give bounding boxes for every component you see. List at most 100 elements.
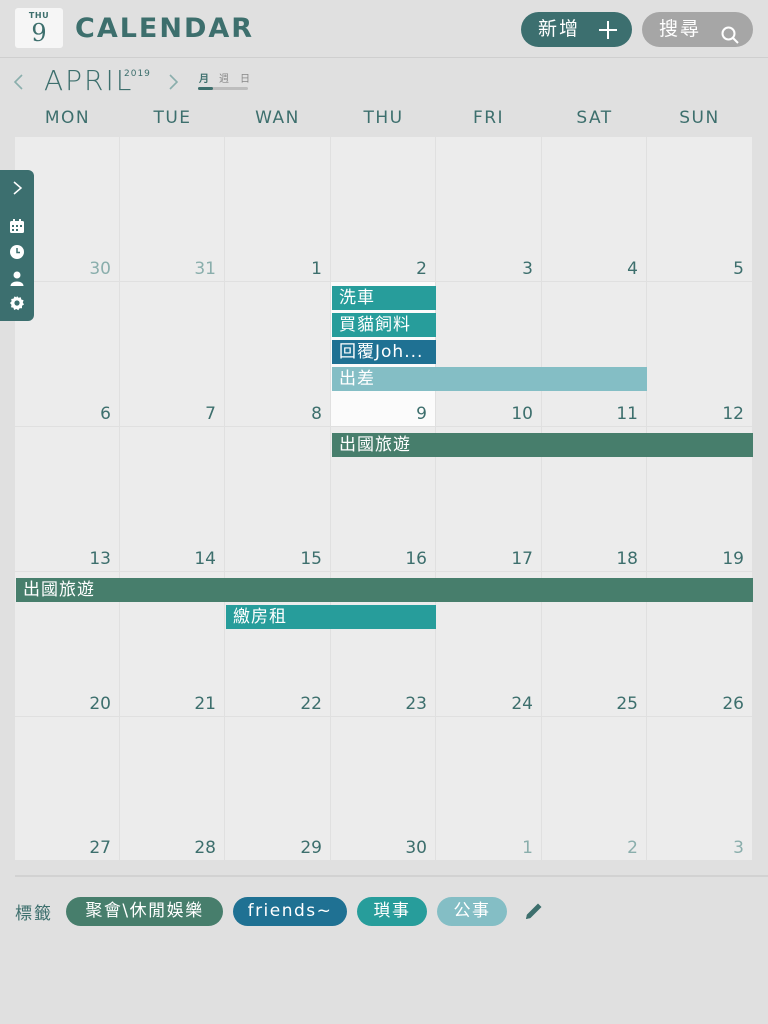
view-slider-thumb (198, 87, 213, 90)
tab-week[interactable]: 週 (219, 74, 229, 85)
edit-icon[interactable] (522, 899, 546, 923)
today-badge-day: 9 (31, 19, 47, 47)
day-cell[interactable]: 12 (647, 282, 753, 427)
day-number: 3 (733, 838, 744, 858)
day-number: 8 (311, 404, 322, 424)
day-cell[interactable]: 7 (120, 282, 225, 427)
add-button-label: 新增 (538, 18, 581, 40)
day-number: 28 (194, 838, 216, 858)
settings-icon[interactable] (9, 295, 25, 311)
day-number: 14 (194, 549, 216, 569)
prev-month-button[interactable] (12, 70, 26, 94)
day-number: 16 (405, 549, 427, 569)
day-number: 1 (522, 838, 533, 858)
day-cell[interactable]: 1 (436, 717, 542, 861)
day-cell[interactable]: 14 (120, 427, 225, 572)
event-bar[interactable]: 回覆Joh... (332, 340, 436, 364)
event-bar[interactable]: 買貓飼料 (332, 313, 436, 337)
event-bar[interactable]: 洗車 (332, 286, 436, 310)
day-cell[interactable]: 3 (436, 137, 542, 282)
day-number: 2 (416, 259, 427, 279)
plus-icon (598, 12, 618, 57)
day-number: 26 (722, 694, 744, 714)
day-cell[interactable]: 13 (15, 427, 120, 572)
weekday-label: SAT (576, 108, 613, 128)
day-number: 22 (300, 694, 322, 714)
event-bar[interactable]: 繳房租 (226, 605, 436, 629)
day-cell[interactable]: 28 (120, 717, 225, 861)
person-icon[interactable] (9, 270, 25, 286)
day-number: 2 (627, 838, 638, 858)
day-number: 5 (733, 259, 744, 279)
tags-label: 標籤 (15, 904, 53, 924)
day-cell[interactable]: 29 (225, 717, 331, 861)
day-cell[interactable]: 1 (225, 137, 331, 282)
day-cell[interactable]: 8 (225, 282, 331, 427)
tag-chip[interactable]: 瑣事 (357, 897, 427, 926)
day-cell[interactable]: 3 (647, 717, 753, 861)
day-number: 30 (89, 259, 111, 279)
day-number: 27 (89, 838, 111, 858)
day-number: 29 (300, 838, 322, 858)
day-cell[interactable]: 11 (542, 282, 647, 427)
weekday-label: MON (44, 108, 91, 128)
app-title: CALENDAR (75, 13, 255, 44)
weekday-label: SUN (679, 108, 720, 128)
clock-icon[interactable] (9, 244, 25, 260)
event-bar[interactable]: 出國旅遊 (332, 433, 753, 457)
tag-chip[interactable]: 公事 (437, 897, 507, 926)
year-label: 2019 (124, 69, 151, 79)
weekday-header: MON TUE WAN THU FRI SAT SUN (15, 108, 753, 136)
month-grid: 30 31 1 2 3 4 5 6 7 8 9 10 11 12 13 14 15 16 17 18 19 20 21 22 2… (15, 137, 753, 861)
day-number: 9 (416, 404, 427, 424)
tab-month[interactable]: 月 (199, 74, 209, 85)
day-number: 30 (405, 838, 427, 858)
day-number: 3 (522, 259, 533, 279)
day-cell[interactable]: 4 (542, 137, 647, 282)
day-number: 13 (89, 549, 111, 569)
day-number: 21 (194, 694, 216, 714)
day-number: 18 (616, 549, 638, 569)
add-button[interactable]: 新增 (521, 12, 632, 47)
day-number: 25 (616, 694, 638, 714)
tab-day[interactable]: 日 (240, 74, 250, 85)
day-number: 24 (511, 694, 533, 714)
day-number: 23 (405, 694, 427, 714)
divider (15, 875, 768, 877)
day-number: 4 (627, 259, 638, 279)
day-cell[interactable]: 5 (647, 137, 753, 282)
side-rail (0, 170, 34, 321)
chevron-right-icon[interactable] (9, 180, 25, 196)
event-bar[interactable]: 出國旅遊 (16, 578, 753, 602)
day-cell[interactable]: 15 (225, 427, 331, 572)
today-badge[interactable]: THU 9 (15, 8, 63, 48)
search-icon (721, 21, 739, 44)
day-number: 15 (300, 549, 322, 569)
weekday-label: WAN (255, 108, 300, 128)
chevron-left-icon (13, 74, 23, 90)
calendar-icon[interactable] (9, 218, 25, 234)
day-cell[interactable]: 2 (542, 717, 647, 861)
search-button-label: 搜尋 (659, 18, 702, 40)
search-button[interactable]: 搜尋 (642, 12, 753, 47)
day-number: 1 (311, 259, 322, 279)
tag-chip[interactable]: friends~ (233, 897, 347, 926)
day-number: 19 (722, 549, 744, 569)
today-badge-weekday: THU (28, 11, 50, 20)
next-month-button[interactable] (166, 70, 180, 94)
day-cell[interactable]: 30 (331, 717, 436, 861)
day-number: 17 (511, 549, 533, 569)
day-cell[interactable]: 2 (331, 137, 436, 282)
day-cell[interactable]: 31 (120, 137, 225, 282)
day-cell[interactable]: 10 (436, 282, 542, 427)
weekday-label: TUE (153, 108, 192, 128)
day-number: 12 (722, 404, 744, 424)
view-switcher: 月 週 日 (198, 70, 250, 92)
day-number: 11 (616, 404, 638, 424)
tag-chip[interactable]: 聚會\休閒娛樂 (66, 897, 223, 926)
view-slider-track (198, 87, 248, 90)
day-cell[interactable]: 27 (15, 717, 120, 861)
weekday-label: FRI (472, 108, 505, 128)
chevron-right-icon (169, 74, 179, 90)
event-bar[interactable]: 出差 (332, 367, 647, 391)
